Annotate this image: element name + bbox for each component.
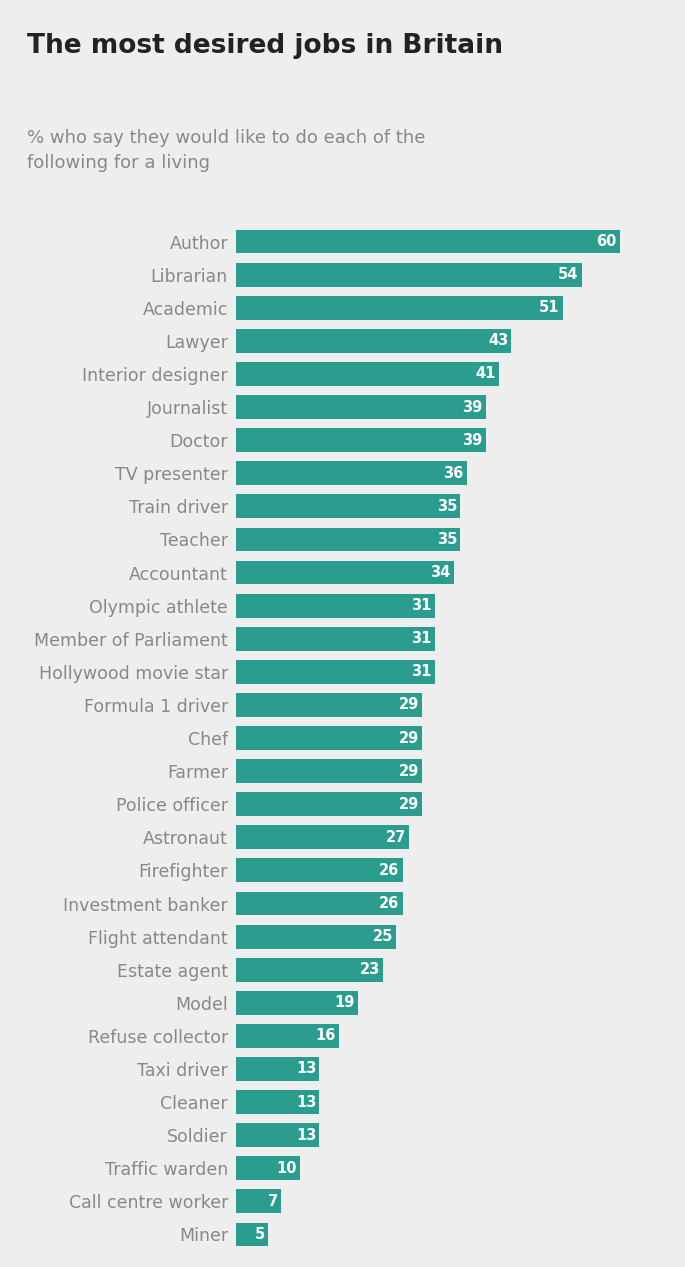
Text: 5: 5 [255,1226,265,1242]
Text: 19: 19 [334,996,355,1010]
Bar [236,494,460,518]
Bar [236,958,384,982]
Text: 60: 60 [597,234,617,250]
Text: 13: 13 [296,1095,316,1110]
Bar [236,759,422,783]
Bar [236,825,409,849]
Bar [236,1223,269,1247]
Bar [236,594,434,617]
Text: 29: 29 [399,731,419,745]
Text: 26: 26 [379,896,399,911]
Text: 31: 31 [411,598,432,613]
Text: 51: 51 [539,300,560,315]
Bar [236,395,486,419]
Text: 35: 35 [436,532,457,547]
Bar [236,1024,338,1048]
Text: 39: 39 [462,432,483,447]
Text: 39: 39 [462,399,483,414]
Bar [236,527,460,551]
Bar [236,892,403,916]
Text: 25: 25 [373,929,393,944]
Bar [236,1057,319,1081]
Bar [236,792,422,816]
Text: 43: 43 [488,333,508,348]
Bar [236,693,422,717]
Text: 13: 13 [296,1062,316,1077]
Bar [236,1157,300,1180]
Text: 29: 29 [399,697,419,712]
Text: 7: 7 [268,1194,278,1209]
Bar [236,859,403,882]
Text: 34: 34 [430,565,451,580]
Text: 10: 10 [277,1161,297,1176]
Bar [236,560,453,584]
Bar [236,1190,281,1214]
Text: 29: 29 [399,764,419,779]
Bar [236,362,499,386]
Bar [236,925,396,949]
Bar [236,461,466,485]
Text: 36: 36 [443,466,464,480]
Text: 41: 41 [475,366,495,381]
Text: 16: 16 [315,1029,336,1044]
Bar [236,660,434,684]
Text: 29: 29 [399,797,419,812]
Bar [236,329,512,352]
Bar [236,229,620,253]
Text: 23: 23 [360,962,380,977]
Bar [236,428,486,452]
Bar [236,1090,319,1114]
Bar [236,991,358,1015]
Text: 26: 26 [379,863,399,878]
Bar [236,262,582,286]
Bar [236,296,562,319]
Text: The most desired jobs in Britain: The most desired jobs in Britain [27,33,503,60]
Text: 35: 35 [436,499,457,514]
Bar [236,1124,319,1147]
Text: 27: 27 [386,830,406,845]
Bar [236,726,422,750]
Text: 31: 31 [411,664,432,679]
Bar [236,627,434,651]
Text: 31: 31 [411,631,432,646]
Text: 54: 54 [558,267,579,283]
Text: 13: 13 [296,1128,316,1143]
Text: % who say they would like to do each of the
following for a living: % who say they would like to do each of … [27,129,426,171]
